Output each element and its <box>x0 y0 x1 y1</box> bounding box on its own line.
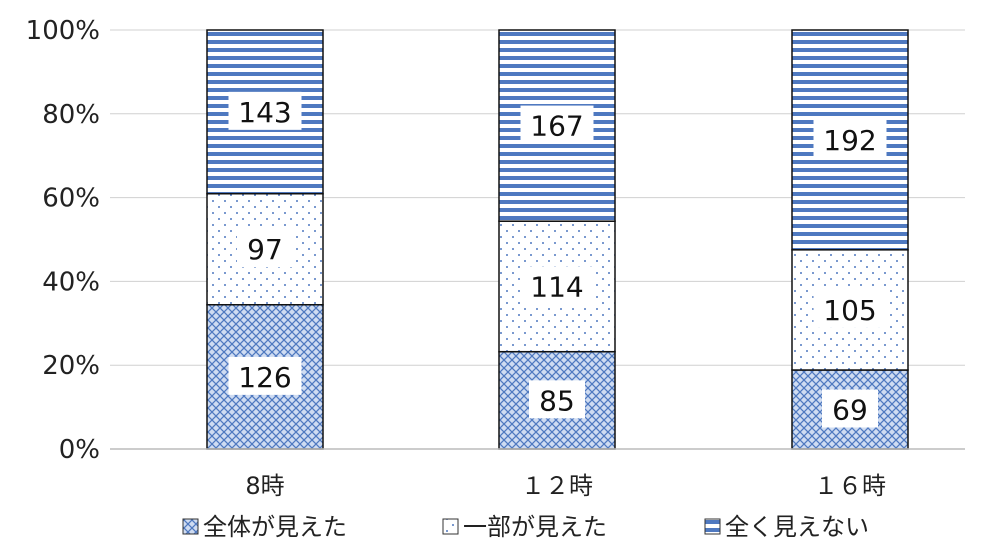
x-axis: 8時 １２時 １６時 <box>110 448 965 500</box>
data-label-box <box>228 91 302 130</box>
data-label: 69 <box>832 394 868 427</box>
data-label-box <box>813 119 887 158</box>
x-tick-label: １２時 <box>521 472 593 500</box>
data-label-box <box>520 266 594 305</box>
y-tick-label: 60% <box>42 184 100 214</box>
legend-label: 全く見えない <box>725 513 869 541</box>
data-label: 97 <box>247 233 283 266</box>
y-tick-label: 80% <box>42 100 100 130</box>
legend-label: 全体が見えた <box>203 513 347 541</box>
data-label-box <box>529 380 585 419</box>
bars: 126 97 143 85 114 167 69 105 192 <box>206 29 909 450</box>
y-axis: 0% 20% 40% 60% 80% 100% <box>26 16 100 465</box>
y-tick-label: 100% <box>26 16 100 46</box>
legend-label: 一部が見えた <box>463 513 607 541</box>
data-label: 143 <box>238 96 291 129</box>
legend-swatch <box>182 518 199 535</box>
data-label-box <box>813 289 887 328</box>
data-label: 114 <box>530 270 583 303</box>
legend-swatch <box>704 518 721 535</box>
data-label: 167 <box>530 110 583 143</box>
bar-segment <box>498 29 616 222</box>
x-tick-label: １６時 <box>814 472 886 500</box>
bar-segment <box>206 29 324 195</box>
data-label-box <box>228 356 302 395</box>
legend-swatch <box>442 518 459 535</box>
data-label-box <box>520 105 594 144</box>
y-tick-label: 40% <box>42 267 100 297</box>
x-tick-label: 8時 <box>245 472 284 500</box>
y-tick-label: 20% <box>42 351 100 381</box>
data-label: 85 <box>539 384 575 417</box>
data-label-box <box>822 389 878 428</box>
legend: 全体が見えた 一部が見えた 全く見えない <box>182 513 869 541</box>
data-label: 105 <box>823 294 876 327</box>
y-tick-label: 0% <box>59 435 100 465</box>
data-label: 126 <box>238 361 291 394</box>
data-label-box <box>237 229 293 268</box>
data-label: 192 <box>823 124 876 157</box>
